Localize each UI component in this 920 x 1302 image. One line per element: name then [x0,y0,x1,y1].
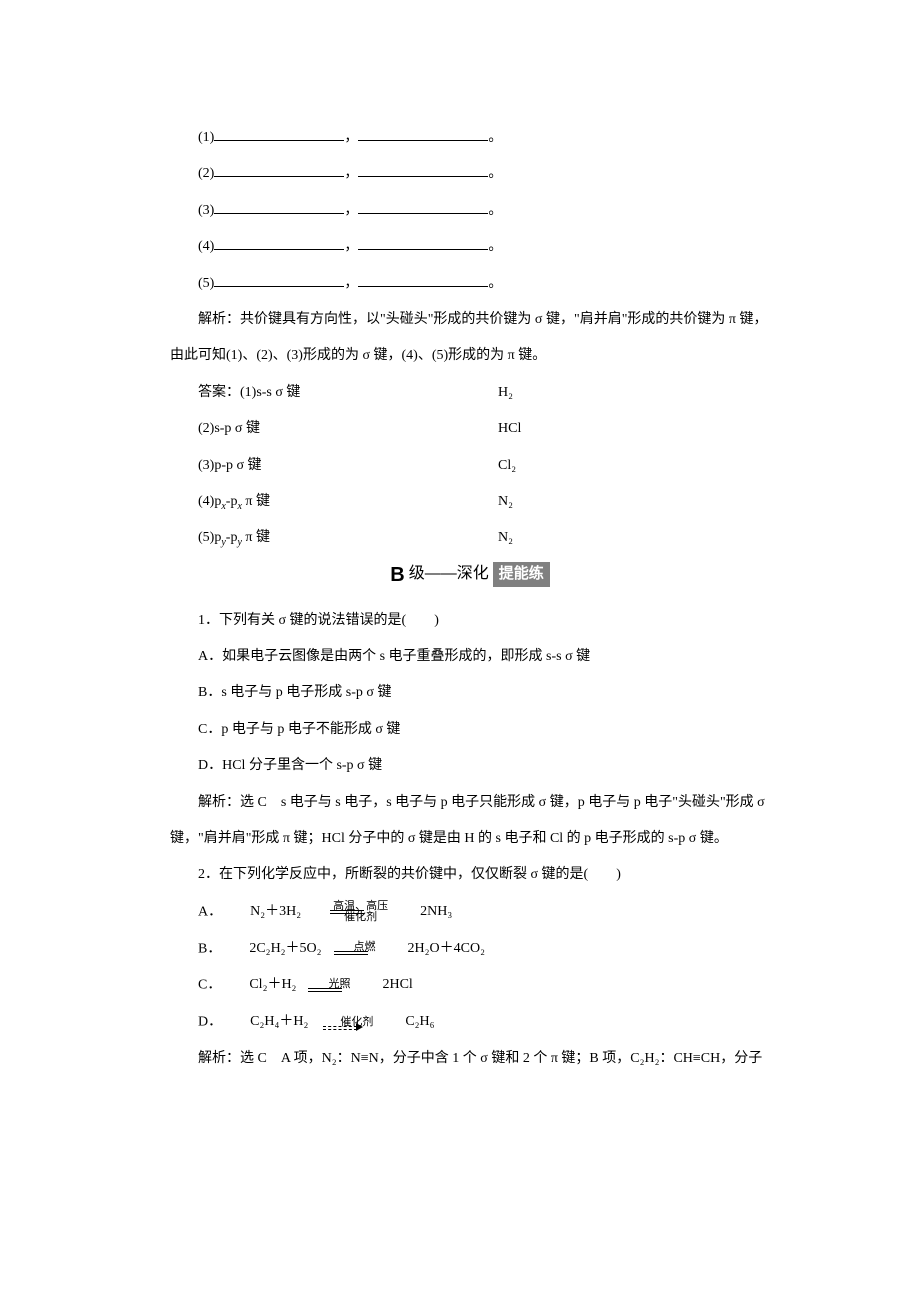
q2-stem: 2．在下列化学反应中，所断裂的共价键中，仅仅断裂 σ 键的是( ) [170,857,770,893]
blank-row-3: (3)，。 [170,193,770,229]
blank-row-2: (2)，。 [170,156,770,192]
reaction: C₂H₄＋H₂ 催化剂 C₂H₆ [222,1004,434,1040]
blank-field [358,272,488,287]
q1-explanation: 解析：选 C s 电子与 s 电子，s 电子与 p 电子只能形成 σ 键，p 电… [170,785,770,858]
q2-explanation: 解析：选 C A 项，N₂：N≡N，分子中含 1 个 σ 键和 2 个 π 键；… [170,1041,770,1077]
opt-label: D． [198,1015,222,1030]
blank-field [214,199,344,214]
q2-opt-b: B． 2C₂H₂＋5O₂ 点燃 2H₂O＋4CO₂ [170,931,770,968]
eq-sign [334,951,368,955]
blank-num: (4) [198,239,214,254]
rxn-rhs: 2HCl [354,967,412,1003]
blank-field [358,199,488,214]
blank-num: (2) [198,166,214,181]
rxn-cond-bot: 催化剂 [316,912,377,923]
blank-num: (5) [198,276,214,291]
rxn-lhs: N₂＋3H₂ [222,894,301,930]
answer-right: Cl₂ [470,448,770,484]
q1-opt-c: C．p 电子与 p 电子不能形成 σ 键 [170,712,770,748]
answer-left: (2)s‐p σ 键 [170,411,470,447]
reaction-arrow: 光照 [300,979,350,992]
answer-row-4: (4)px‐px π 键 N₂ [170,484,770,520]
blank-row-5: (5)，。 [170,266,770,302]
blank-field [358,162,488,177]
analysis-1: 解析：共价键具有方向性，以"头碰头"形成的共价键为 σ 键，"肩并肩"形成的共价… [170,302,770,375]
opt-label: A． [198,904,222,919]
rxn-rhs: 2H₂O＋4CO₂ [380,931,485,967]
reaction-arrow: 点燃 [326,942,376,955]
rxn-lhs: Cl₂＋H₂ [221,967,296,1003]
blank-num: (1) [198,130,214,145]
blank-row-4: (4)，。 [170,229,770,265]
reaction-arrow: 催化剂 [312,1017,373,1027]
section-b: B [390,561,404,589]
reaction: 2C₂H₂＋5O₂ 点燃 2H₂O＋4CO₂ [221,931,485,967]
blank-num: (3) [198,203,214,218]
blank-field [214,162,344,177]
blank-field [358,126,488,141]
opt-label: B． [198,941,221,956]
q1-opt-b: B．s 电子与 p 电子形成 s‐p σ 键 [170,675,770,711]
page: (1)，。 (2)，。 (3)，。 (4)，。 (5)，。 解析：共价键具有方向… [0,0,920,1302]
blank-field [358,235,488,250]
answer-left: (5)py‐py π 键 [170,520,470,556]
section-level: 级——深化 [409,563,489,585]
q2-opt-d: D． C₂H₄＋H₂ 催化剂 C₂H₆ [170,1004,770,1041]
answer-left: (4)px‐px π 键 [170,484,470,520]
section-divider: B级——深化 提能练 [170,561,770,589]
answers-label: 答案： [198,385,240,400]
rxn-rhs: C₂H₆ [377,1004,434,1040]
blank-field [214,126,344,141]
answer-left: 答案：(1)s‐s σ 键 [170,375,470,411]
reaction: N₂＋3H₂ 高温、高压 催化剂 2NH₃ [222,894,452,930]
reaction-arrow: 高温、高压 催化剂 [305,901,388,923]
answer-right: N₂ [470,484,770,520]
answer-left: (3)p‐p σ 键 [170,448,470,484]
answer-text: (1)s‐s σ 键 [240,385,300,400]
answer-right: HCl [470,411,770,447]
answer-right: H₂ [470,375,770,411]
q1-stem: 1．下列有关 σ 键的说法错误的是( ) [170,603,770,639]
q2-opt-c: C． Cl₂＋H₂ 光照 2HCl [170,967,770,1004]
blank-field [214,272,344,287]
blank-row-1: (1)，。 [170,120,770,156]
answer-row-2: (2)s‐p σ 键 HCl [170,411,770,447]
q2-opt-a: A． N₂＋3H₂ 高温、高压 催化剂 2NH₃ [170,894,770,931]
q1-opt-a: A．如果电子云图像是由两个 s 电子重叠形成的，即形成 s‐s σ 键 [170,639,770,675]
blank-field [214,235,344,250]
reaction: Cl₂＋H₂ 光照 2HCl [221,967,412,1003]
rxn-rhs: 2NH₃ [392,894,452,930]
eq-sign [308,988,342,992]
answer-row-5: (5)py‐py π 键 N₂ [170,520,770,556]
q1-opt-d: D．HCl 分子里含一个 s‐p σ 键 [170,748,770,784]
arrow-sign [323,1026,363,1027]
rxn-lhs: 2C₂H₂＋5O₂ [221,931,321,967]
rxn-lhs: C₂H₄＋H₂ [222,1004,308,1040]
opt-label: C． [198,978,221,993]
answer-row-3: (3)p‐p σ 键 Cl₂ [170,448,770,484]
section-badge: 提能练 [493,562,550,587]
answer-row-1: 答案：(1)s‐s σ 键 H₂ [170,375,770,411]
answer-right: N₂ [470,520,770,556]
